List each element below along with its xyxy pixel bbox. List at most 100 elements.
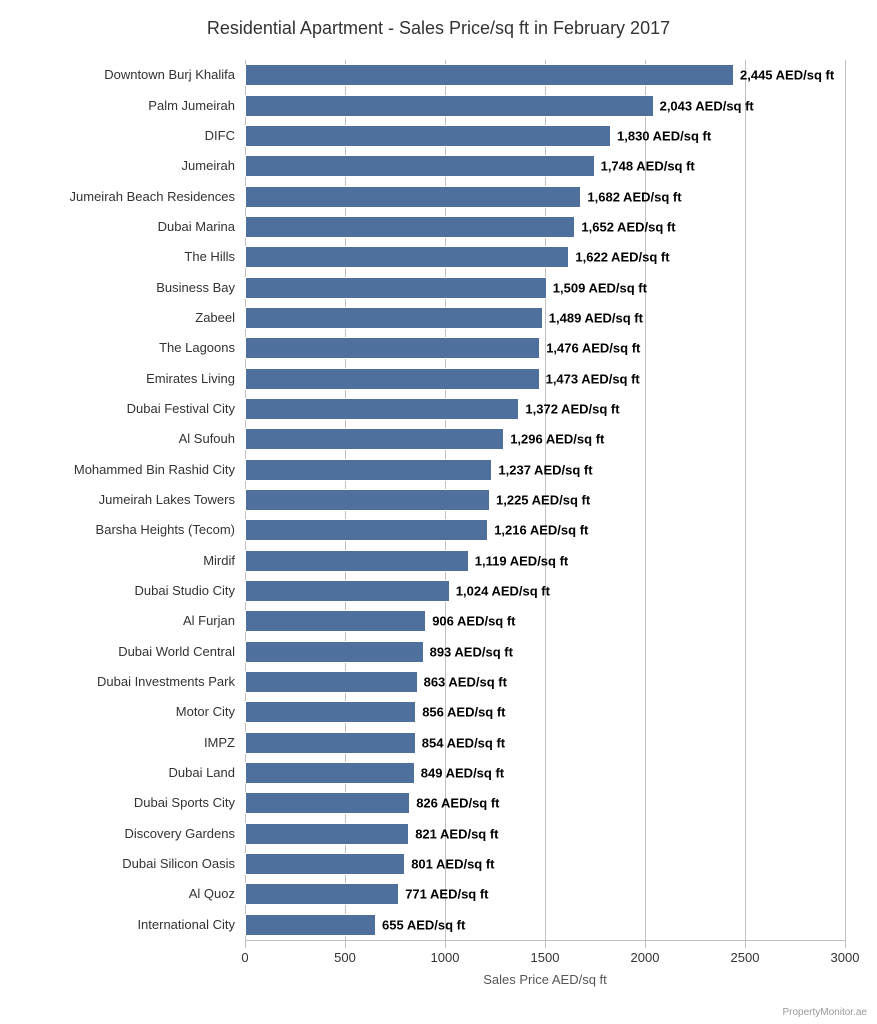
bar[interactable] (245, 307, 543, 329)
x-tick-mark (745, 940, 746, 948)
category-label: Al Furjan (183, 613, 235, 628)
bar-row: 1,296 AED/sq ft (245, 428, 845, 450)
x-tick-label: 2000 (631, 950, 660, 965)
category-label: Discovery Gardens (124, 826, 235, 841)
category-label: DIFC (205, 128, 235, 143)
category-label: Dubai Silicon Oasis (122, 856, 235, 871)
bar[interactable] (245, 580, 450, 602)
x-gridline (845, 60, 846, 940)
bar-value-label: 801 AED/sq ft (411, 857, 494, 872)
bar-row: 1,225 AED/sq ft (245, 489, 845, 511)
bar-value-label: 1,119 AED/sq ft (475, 553, 568, 568)
category-label: Dubai World Central (118, 644, 235, 659)
bar-row: 2,445 AED/sq ft (245, 64, 845, 86)
bar-row: 2,043 AED/sq ft (245, 95, 845, 117)
bar[interactable] (245, 671, 418, 693)
bar[interactable] (245, 823, 409, 845)
chart-container: Residential Apartment - Sales Price/sq f… (0, 0, 877, 1024)
bar[interactable] (245, 792, 410, 814)
bar-row: 1,119 AED/sq ft (245, 550, 845, 572)
bar-value-label: 1,296 AED/sq ft (510, 432, 604, 447)
x-tick-mark (345, 940, 346, 948)
category-label: The Hills (184, 249, 235, 264)
bar-row: 1,216 AED/sq ft (245, 519, 845, 541)
bar-row: 1,652 AED/sq ft (245, 216, 845, 238)
bar-value-label: 1,509 AED/sq ft (553, 280, 647, 295)
x-tick-label: 2500 (731, 950, 760, 965)
x-tick-mark (545, 940, 546, 948)
bar[interactable] (245, 337, 540, 359)
category-label: International City (137, 917, 235, 932)
category-label: Jumeirah Lakes Towers (99, 492, 235, 507)
bar-value-label: 826 AED/sq ft (416, 796, 499, 811)
bar-row: 821 AED/sq ft (245, 823, 845, 845)
bar-row: 1,830 AED/sq ft (245, 125, 845, 147)
bar-row: 771 AED/sq ft (245, 883, 845, 905)
category-label: Mohammed Bin Rashid City (74, 462, 235, 477)
bar-value-label: 863 AED/sq ft (424, 675, 507, 690)
x-tick-mark (645, 940, 646, 948)
x-tick-mark (845, 940, 846, 948)
category-label: Emirates Living (146, 371, 235, 386)
bar-value-label: 1,748 AED/sq ft (601, 159, 695, 174)
x-tick-mark (245, 940, 246, 948)
bar-value-label: 1,372 AED/sq ft (525, 401, 619, 416)
bar[interactable] (245, 428, 504, 450)
bar-row: 1,622 AED/sq ft (245, 246, 845, 268)
category-label: Dubai Investments Park (97, 674, 235, 689)
bar[interactable] (245, 459, 492, 481)
bar[interactable] (245, 125, 611, 147)
bar[interactable] (245, 186, 581, 208)
bar[interactable] (245, 398, 519, 420)
bar[interactable] (245, 610, 426, 632)
bar-value-label: 1,489 AED/sq ft (549, 310, 643, 325)
bar-row: 1,473 AED/sq ft (245, 368, 845, 390)
category-label: Motor City (176, 704, 235, 719)
bar[interactable] (245, 641, 424, 663)
bar-value-label: 2,043 AED/sq ft (660, 98, 754, 113)
category-label: Dubai Festival City (127, 401, 235, 416)
bar-row: 826 AED/sq ft (245, 792, 845, 814)
bar-value-label: 1,473 AED/sq ft (546, 371, 640, 386)
bar[interactable] (245, 277, 547, 299)
bar-row: 801 AED/sq ft (245, 853, 845, 875)
category-label: Jumeirah Beach Residences (70, 189, 235, 204)
bar-value-label: 821 AED/sq ft (415, 826, 498, 841)
bar-row: 1,748 AED/sq ft (245, 155, 845, 177)
bar-row: 1,682 AED/sq ft (245, 186, 845, 208)
category-label: The Lagoons (159, 340, 235, 355)
bar-row: 655 AED/sq ft (245, 914, 845, 936)
category-label: Dubai Marina (158, 219, 235, 234)
bar[interactable] (245, 155, 595, 177)
bar[interactable] (245, 853, 405, 875)
bar-row: 856 AED/sq ft (245, 701, 845, 723)
x-axis-title: Sales Price AED/sq ft (245, 972, 845, 987)
bar[interactable] (245, 216, 575, 238)
x-tick-label: 1000 (431, 950, 460, 965)
bar[interactable] (245, 519, 488, 541)
bar[interactable] (245, 64, 734, 86)
bar[interactable] (245, 883, 399, 905)
category-label: Zabeel (195, 310, 235, 325)
bar-value-label: 1,237 AED/sq ft (498, 462, 592, 477)
bar-row: 1,489 AED/sq ft (245, 307, 845, 329)
bar-row: 863 AED/sq ft (245, 671, 845, 693)
bar[interactable] (245, 762, 415, 784)
plot-area: 2,445 AED/sq ft 2,043 AED/sq ft 1,830 AED/… (245, 60, 845, 940)
x-tick-label: 1500 (531, 950, 560, 965)
bar-value-label: 1,024 AED/sq ft (456, 584, 550, 599)
bar[interactable] (245, 701, 416, 723)
bar[interactable] (245, 489, 490, 511)
category-label: Dubai Sports City (134, 795, 235, 810)
bar-row: 893 AED/sq ft (245, 641, 845, 663)
bar[interactable] (245, 914, 376, 936)
bar-value-label: 849 AED/sq ft (421, 766, 504, 781)
bar[interactable] (245, 368, 540, 390)
category-label: Dubai Land (169, 765, 236, 780)
bar-value-label: 771 AED/sq ft (405, 887, 488, 902)
bar[interactable] (245, 95, 654, 117)
bar-row: 1,509 AED/sq ft (245, 277, 845, 299)
bar[interactable] (245, 246, 569, 268)
bar[interactable] (245, 550, 469, 572)
bar[interactable] (245, 732, 416, 754)
